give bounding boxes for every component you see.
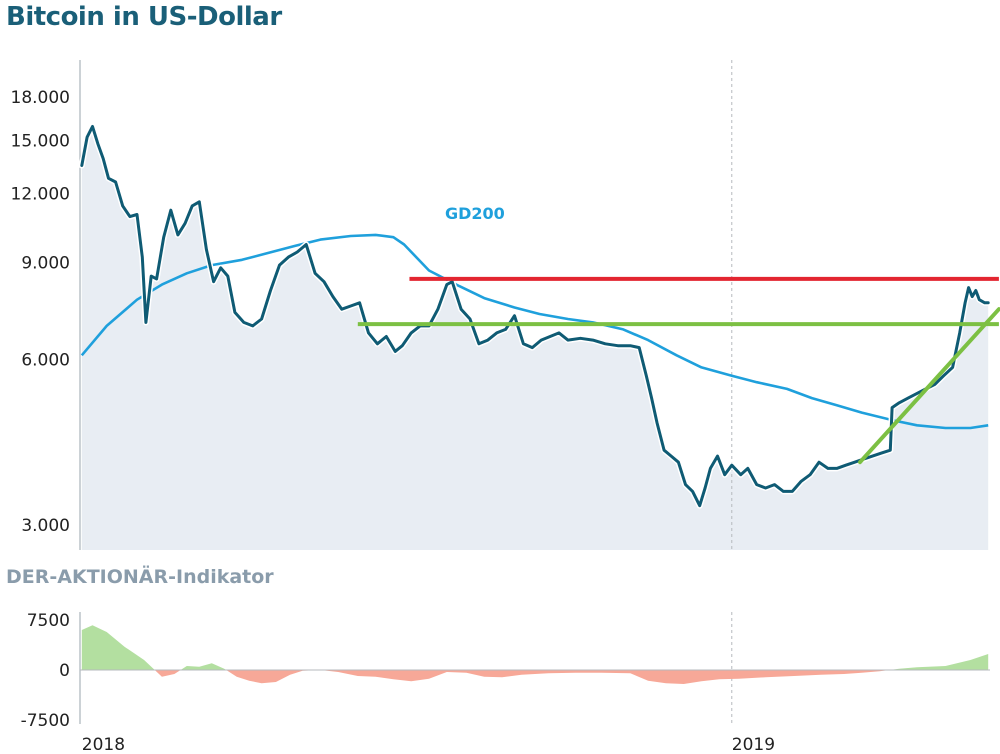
price-chart: 3.000 6.000 9.000 12.000 15.000 18.000 GD200 bbox=[11, 60, 1000, 550]
chart-title: Bitcoin in US-Dollar bbox=[6, 2, 282, 32]
indicator-negative-area bbox=[81, 670, 989, 684]
y-tick-label: 18.000 bbox=[11, 88, 70, 108]
trendline bbox=[858, 307, 1000, 465]
gd200-label: GD200 bbox=[445, 204, 505, 223]
indicator-y-tick-label: 7500 bbox=[27, 611, 70, 631]
indicator-y-tick-label: 0 bbox=[59, 661, 70, 681]
x-tick-label: 2018 bbox=[82, 735, 125, 754]
indicator-chart: 7500 0 -7500 2018 2019 bbox=[21, 611, 990, 754]
y-tick-label: 15.000 bbox=[11, 131, 70, 151]
y-tick-label: 6.000 bbox=[21, 350, 70, 370]
gd200-line bbox=[80, 233, 989, 430]
indicator-y-tick-label: -7500 bbox=[21, 711, 70, 731]
y-tick-label: 9.000 bbox=[21, 253, 70, 273]
price-area-fill bbox=[81, 126, 989, 550]
y-tick-label: 12.000 bbox=[11, 185, 70, 205]
x-tick-label: 2019 bbox=[732, 735, 775, 754]
indicator-positive-area bbox=[81, 625, 989, 670]
y-tick-label: 3.000 bbox=[21, 516, 70, 536]
indicator-title: DER-AKTIONÄR-Indikator bbox=[6, 566, 274, 588]
